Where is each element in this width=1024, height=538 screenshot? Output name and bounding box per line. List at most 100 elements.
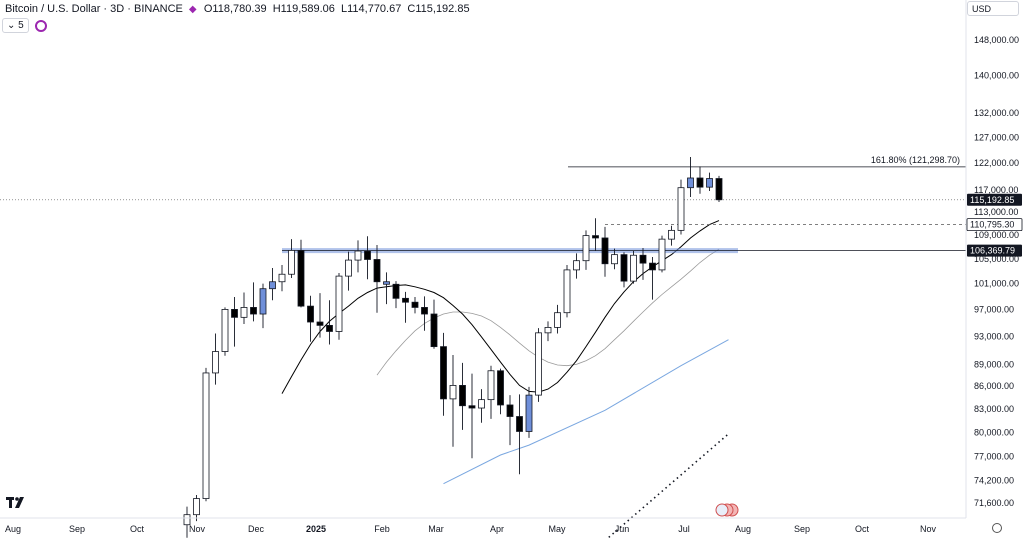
candle[interactable] <box>231 297 238 347</box>
candle[interactable] <box>421 296 428 331</box>
indicator-count: 5 <box>18 20 24 31</box>
candle[interactable] <box>373 245 381 313</box>
candle[interactable] <box>250 282 257 322</box>
y-tick-label: 122,000.00 <box>974 158 1019 168</box>
candle[interactable] <box>592 218 599 252</box>
x-tick-label: Oct <box>130 524 145 534</box>
candle[interactable] <box>706 172 713 191</box>
candle[interactable] <box>639 248 647 280</box>
symbol-title[interactable]: Bitcoin / U.S. Dollar · 3D · BINANCE <box>5 3 183 15</box>
settings-gear-icon[interactable] <box>992 523 1002 533</box>
candle[interactable] <box>326 300 333 345</box>
indicators-collapse-button[interactable]: ⌄ 5 <box>2 18 29 33</box>
y-tick-label: 127,000.00 <box>974 133 1019 143</box>
candle[interactable] <box>202 367 210 502</box>
candle[interactable] <box>535 328 542 402</box>
candle[interactable] <box>554 304 561 334</box>
candle[interactable] <box>183 506 191 538</box>
y-tick-label: 71,600.00 <box>974 498 1014 508</box>
candle[interactable] <box>221 307 229 356</box>
candle[interactable] <box>582 230 590 270</box>
candle[interactable] <box>307 295 314 342</box>
candle[interactable] <box>354 240 362 273</box>
y-tick-label: 74,200.00 <box>974 475 1014 485</box>
candle[interactable] <box>658 235 666 273</box>
candle[interactable] <box>620 252 628 288</box>
candle[interactable] <box>392 281 400 309</box>
y-tick-label: 113,000.00 <box>974 207 1018 217</box>
candle[interactable] <box>364 236 371 280</box>
candle[interactable] <box>497 368 504 415</box>
candle[interactable] <box>259 283 267 329</box>
candle[interactable] <box>402 291 409 323</box>
x-tick-label: Sep <box>69 524 85 534</box>
indicator-status-icon[interactable] <box>34 19 47 32</box>
candle[interactable] <box>487 365 495 419</box>
svg-text:115,192.85: 115,192.85 <box>970 195 1014 205</box>
candle[interactable] <box>240 292 248 325</box>
candle[interactable] <box>335 272 343 340</box>
candle[interactable] <box>563 264 571 318</box>
x-tick-label: Jun <box>615 524 630 534</box>
candle[interactable] <box>269 268 276 301</box>
y-tick-label: 97,000.00 <box>974 304 1014 314</box>
candle[interactable] <box>288 239 295 278</box>
y-tick-label: 93,000.00 <box>974 331 1014 341</box>
y-tick-label: 83,000.00 <box>974 404 1014 414</box>
axis-price-label: 115,192.85 <box>967 193 1022 206</box>
candle[interactable] <box>212 333 219 385</box>
candle[interactable] <box>506 395 514 446</box>
candle[interactable] <box>459 362 466 430</box>
candle[interactable] <box>544 321 552 342</box>
low-value: L114,770.67 <box>340 3 402 15</box>
candle[interactable] <box>383 272 390 305</box>
candle[interactable] <box>715 175 723 202</box>
candle[interactable] <box>630 251 637 284</box>
y-tick-label: 77,000.00 <box>974 452 1014 462</box>
dotted-trendline[interactable] <box>605 433 730 538</box>
candle[interactable] <box>449 355 457 447</box>
symbol-logo-icon: ◆ <box>188 3 197 15</box>
x-tick-label: Mar <box>428 524 444 534</box>
symbol-legend: Bitcoin / U.S. Dollar · 3D · BINANCE ◆ O… <box>5 3 473 15</box>
candle[interactable] <box>478 389 485 423</box>
candle[interactable] <box>696 166 704 194</box>
candle[interactable] <box>668 225 675 246</box>
candle[interactable] <box>411 297 419 314</box>
candle[interactable] <box>516 394 523 475</box>
candle[interactable] <box>440 332 447 416</box>
x-tick-label: 2025 <box>306 524 326 534</box>
candle[interactable] <box>193 495 200 522</box>
y-tick-label: 109,000.00 <box>974 230 1019 240</box>
axis-price-label: 106,369.79 <box>967 244 1022 257</box>
tradingview-logo-icon[interactable] <box>6 497 28 509</box>
candle[interactable] <box>687 156 694 197</box>
x-tick-label: Nov <box>920 524 937 534</box>
candle[interactable] <box>278 264 286 292</box>
events-icon[interactable] <box>715 503 739 517</box>
x-tick-label: Sep <box>794 524 810 534</box>
high-value: H119,589.06 <box>272 3 335 15</box>
close-value: C115,192.85 <box>407 3 470 15</box>
candle[interactable] <box>468 373 476 459</box>
candle[interactable] <box>573 253 580 279</box>
fib-level-label: 161.80% (121,298.70) <box>871 155 960 165</box>
open-value: O118,780.39 <box>203 3 267 15</box>
y-tick-label: 86,000.00 <box>974 381 1014 391</box>
y-tick-label: 89,000.00 <box>974 359 1014 369</box>
candle[interactable] <box>601 226 609 277</box>
candle[interactable] <box>430 299 438 349</box>
candle[interactable] <box>611 248 618 270</box>
x-tick-label: May <box>548 524 566 534</box>
candle[interactable] <box>677 179 685 235</box>
y-tick-label: 140,000.00 <box>974 70 1019 80</box>
candle[interactable] <box>297 239 305 308</box>
candle[interactable] <box>649 257 656 300</box>
svg-text:106,369.79: 106,369.79 <box>970 246 1015 256</box>
candle[interactable] <box>345 251 352 291</box>
candle[interactable] <box>525 386 533 438</box>
x-tick-label: Nov <box>189 524 206 534</box>
candle[interactable] <box>316 293 324 338</box>
currency-selector[interactable]: USD <box>967 1 1019 16</box>
